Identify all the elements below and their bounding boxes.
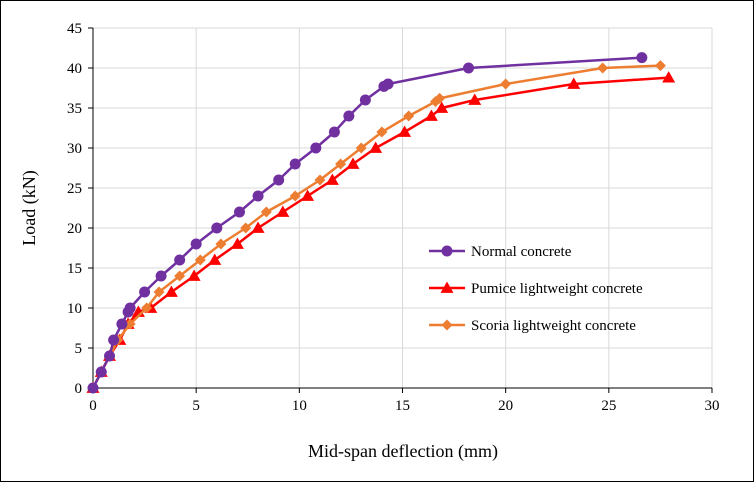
scoria-lightweight-concrete-point [240, 222, 252, 234]
normal-concrete-point [463, 62, 475, 74]
scoria-lightweight-concrete-point [434, 92, 446, 104]
normal-concrete-point [116, 318, 128, 330]
y-tick-label: 30 [67, 141, 82, 157]
normal-concrete-line [91, 56, 642, 389]
legend-label: Normal concrete [471, 244, 572, 260]
pumice-lightweight-concrete-point [301, 189, 315, 201]
pumice-lightweight-concrete-point [164, 285, 178, 297]
normal-concrete-point [95, 366, 107, 378]
pumice-lightweight-concrete-point [346, 157, 360, 169]
normal-concrete-point [273, 174, 285, 186]
normal-concrete-series [87, 52, 648, 394]
legend-entry-pumice-lightweight-concrete: Pumice lightweight concrete [429, 281, 643, 297]
legend-swatch-marker [441, 319, 453, 331]
pumice-lightweight-concrete-point [662, 71, 676, 83]
scoria-lightweight-concrete-point [194, 254, 206, 266]
x-tick-label: 0 [89, 398, 97, 414]
scoria-lightweight-concrete-point [153, 286, 165, 298]
scoria-lightweight-concrete-point [597, 62, 609, 74]
normal-concrete-point [87, 382, 99, 394]
pumice-lightweight-concrete-point [276, 205, 290, 217]
pumice-lightweight-concrete-point [230, 237, 244, 249]
normal-concrete-point [343, 110, 355, 122]
normal-concrete-point [252, 190, 264, 202]
series-layer [86, 52, 676, 394]
axis-layer: 0 5 10 15 20 25 30 0 5 10 15 20 25 30 35 40 45 [67, 21, 720, 414]
y-tick-label: 45 [67, 21, 82, 37]
scoria-lightweight-concrete-point [376, 126, 388, 138]
pumice-lightweight-concrete-point [251, 221, 265, 233]
normal-concrete-point [155, 270, 167, 282]
pumice-lightweight-concrete-point [398, 125, 412, 137]
normal-concrete-point [108, 334, 120, 346]
y-tick-label: 40 [67, 61, 82, 77]
normal-concrete-point [233, 206, 245, 218]
normal-concrete-point [104, 350, 116, 362]
scoria-lightweight-concrete-point [403, 110, 415, 122]
scoria-lightweight-concrete-point [335, 158, 347, 170]
legend-swatch-marker [441, 245, 453, 257]
scoria-lightweight-concrete-point [314, 174, 326, 186]
y-tick-label: 5 [75, 341, 83, 357]
pumice-lightweight-concrete-point [468, 93, 482, 105]
pumice-lightweight-concrete-point [325, 173, 339, 185]
legend-label: Pumice lightweight concrete [471, 281, 643, 297]
scoria-lightweight-concrete-point [289, 190, 301, 202]
x-tick-label: 15 [395, 398, 410, 414]
y-tick-label: 0 [75, 381, 83, 397]
y-tick-label: 10 [67, 301, 82, 317]
normal-concrete-point [211, 222, 223, 234]
legend-entry-normal-concrete: Normal concrete [429, 244, 572, 260]
scoria-lightweight-concrete-point [355, 142, 367, 154]
normal-concrete-point [174, 254, 186, 266]
scoria-lightweight-concrete-point [215, 238, 227, 250]
x-axis-title: Mid-span deflection (mm) [308, 441, 498, 462]
normal-concrete-point [139, 286, 151, 298]
x-tick-label: 20 [498, 398, 513, 414]
y-tick-label: 15 [67, 261, 82, 277]
scoria-lightweight-concrete-series [87, 60, 666, 394]
scoria-lightweight-concrete-line [91, 64, 661, 389]
scoria-lightweight-concrete-point [174, 270, 186, 282]
scoria-lightweight-concrete-point [500, 78, 512, 90]
x-tick-label: 25 [601, 398, 616, 414]
normal-concrete-point [328, 126, 340, 138]
pumice-lightweight-concrete-point [369, 141, 383, 153]
pumice-lightweight-concrete-point [208, 253, 222, 265]
legend-swatch-marker [440, 281, 454, 293]
scoria-lightweight-concrete-point [654, 60, 666, 72]
normal-concrete-point [310, 142, 322, 154]
x-tick-label: 10 [292, 398, 307, 414]
y-tick-label: 35 [67, 101, 82, 117]
x-tick-label: 5 [192, 398, 200, 414]
normal-concrete-point [289, 158, 301, 170]
y-tick-label: 25 [67, 181, 82, 197]
pumice-lightweight-concrete-point [435, 101, 449, 113]
y-tick-label: 20 [67, 221, 82, 237]
normal-concrete-point [636, 52, 648, 64]
pumice-lightweight-concrete-series [86, 71, 676, 393]
scoria-lightweight-concrete-point [124, 318, 136, 330]
pumice-lightweight-concrete-point [424, 109, 438, 121]
pumice-lightweight-concrete-point [567, 77, 581, 89]
normal-concrete-point [190, 238, 202, 250]
legend: Normal concrete Pumice lightweight concre… [429, 244, 643, 334]
legend-label: Scoria lightweight concrete [471, 318, 636, 334]
pumice-lightweight-concrete-line [91, 76, 669, 389]
scoria-lightweight-concrete-point [141, 302, 153, 314]
normal-concrete-point [382, 78, 394, 90]
normal-concrete-point [124, 302, 136, 314]
normal-concrete-point [359, 94, 371, 106]
y-axis-title: Load (kN) [19, 170, 40, 245]
pumice-lightweight-concrete-point [187, 269, 201, 281]
legend-entry-scoria-lightweight-concrete: Scoria lightweight concrete [429, 318, 636, 334]
x-tick-label: 30 [705, 398, 720, 414]
scoria-lightweight-concrete-point [260, 206, 272, 218]
